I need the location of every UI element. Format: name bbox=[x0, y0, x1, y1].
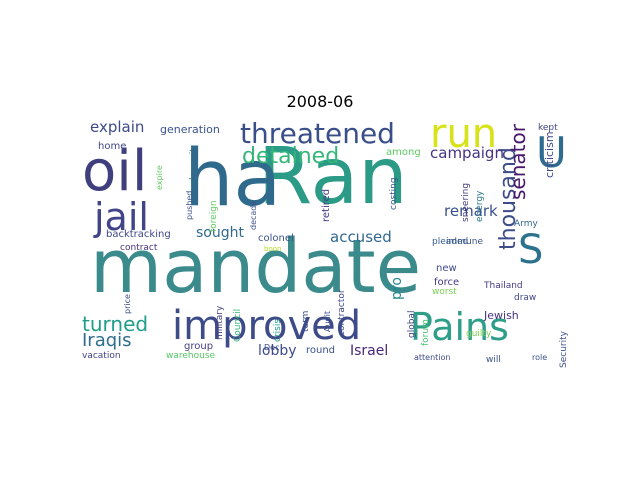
word-u: U bbox=[536, 128, 567, 177]
word-israel: Israel bbox=[350, 343, 389, 359]
chart-title: 2008-06 bbox=[286, 92, 354, 111]
word-pains: Pains bbox=[410, 305, 509, 349]
word-turned: turned bbox=[82, 312, 149, 336]
word-force: force bbox=[434, 277, 460, 288]
word-lobby: lobby bbox=[258, 343, 297, 359]
word-draw: draw bbox=[514, 293, 537, 303]
word-home: home bbox=[98, 141, 127, 152]
word-remark: remark bbox=[444, 202, 498, 220]
word-foreign: foreign bbox=[209, 200, 219, 232]
word-costing: costing bbox=[389, 177, 399, 210]
word-mandate: mandate bbox=[90, 224, 422, 310]
word-kept: kept bbox=[538, 123, 558, 133]
word-pleaded: pleaded bbox=[432, 237, 469, 247]
word-s: S bbox=[518, 227, 544, 273]
word-contractor: contractor bbox=[337, 289, 347, 336]
word-oil: oil bbox=[82, 139, 148, 204]
word-accused: accused bbox=[330, 228, 392, 246]
word-term: term bbox=[301, 310, 311, 332]
word-retired: retired bbox=[321, 188, 332, 222]
word-price: price bbox=[123, 294, 132, 314]
word-lawsuit: lawsuit bbox=[189, 148, 199, 180]
word-ran: Ran bbox=[258, 132, 408, 222]
word-decade: decade bbox=[249, 200, 258, 230]
word-ha: ha bbox=[184, 134, 282, 224]
word-military: military bbox=[215, 305, 225, 340]
word-jail: jail bbox=[94, 195, 149, 239]
word-thailand: Thailand bbox=[484, 281, 523, 291]
word-generation: generation bbox=[160, 123, 220, 136]
word-immune: immune bbox=[446, 237, 483, 247]
word-crisis: crisis bbox=[273, 318, 283, 342]
word-army: Army bbox=[514, 219, 538, 229]
word-forum: forum bbox=[421, 319, 431, 346]
word-warehouse: warehouse bbox=[166, 351, 216, 361]
word-global: global bbox=[407, 310, 417, 338]
word-colonel: colonel bbox=[258, 233, 294, 244]
word-attention: attention bbox=[414, 353, 451, 362]
word-backtracking: backtracking bbox=[106, 229, 171, 240]
word-guilty: guilty bbox=[466, 329, 492, 339]
word-cloud: mandate Ran ha oil improved Pains run th… bbox=[80, 118, 570, 368]
word-worst: worst bbox=[432, 287, 457, 297]
word-boon: boon bbox=[264, 245, 282, 253]
word-senator: senator bbox=[506, 124, 530, 200]
word-criticism: criticism bbox=[543, 131, 556, 178]
word-new: new bbox=[436, 263, 457, 274]
word-energy: energy bbox=[475, 190, 485, 222]
word-jewish: Jewish bbox=[484, 309, 519, 322]
word-detained: detained bbox=[242, 144, 340, 169]
word-dec: Dec bbox=[264, 343, 280, 352]
word-will: will bbox=[486, 355, 501, 365]
word-audit: Audit bbox=[323, 311, 332, 332]
word-role: role bbox=[532, 353, 548, 362]
word-contract: contract bbox=[120, 243, 158, 253]
word-pushed: pushed bbox=[185, 190, 194, 220]
word-expire: expire bbox=[155, 165, 164, 190]
word-council: Council bbox=[233, 308, 243, 342]
word-iraqis: Iraqis bbox=[82, 330, 132, 351]
word-vacation: vacation bbox=[82, 351, 121, 361]
word-among: among bbox=[386, 147, 421, 158]
word-run: run bbox=[430, 118, 498, 157]
word-round: round bbox=[306, 345, 336, 356]
word-sneering: sneering bbox=[461, 182, 471, 222]
word-explain: explain bbox=[90, 118, 145, 136]
word-campaign: campaign bbox=[430, 144, 504, 162]
word-security: Security bbox=[559, 331, 569, 368]
word-improved: improved bbox=[172, 303, 362, 349]
word-group: group bbox=[184, 341, 214, 352]
word-sought: sought bbox=[196, 225, 244, 241]
word-threatened: threatened bbox=[240, 118, 395, 150]
word-pro: pro bbox=[389, 277, 405, 300]
